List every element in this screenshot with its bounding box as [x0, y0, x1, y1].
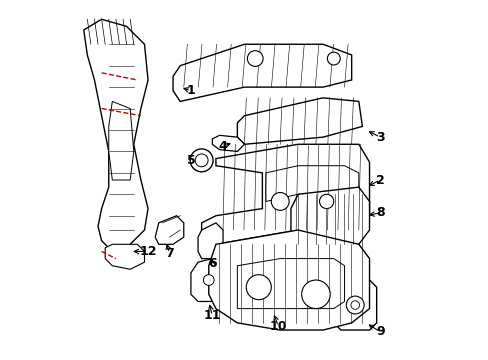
Polygon shape [208, 230, 369, 330]
Circle shape [203, 275, 214, 285]
Polygon shape [262, 280, 287, 316]
Circle shape [301, 280, 329, 309]
Text: 6: 6 [207, 257, 216, 270]
Polygon shape [237, 258, 344, 309]
Polygon shape [237, 98, 362, 144]
Text: 1: 1 [186, 84, 195, 97]
Circle shape [326, 52, 340, 65]
Circle shape [190, 149, 213, 172]
Polygon shape [265, 166, 358, 202]
Polygon shape [173, 44, 351, 102]
Text: 12: 12 [139, 245, 157, 258]
Circle shape [247, 51, 263, 66]
Text: 3: 3 [375, 131, 384, 144]
Polygon shape [333, 280, 376, 330]
Text: 8: 8 [375, 206, 384, 219]
Text: 9: 9 [375, 325, 384, 338]
Circle shape [346, 296, 364, 314]
Circle shape [350, 301, 359, 309]
Polygon shape [83, 19, 148, 251]
Polygon shape [290, 187, 369, 244]
Circle shape [319, 194, 333, 208]
Polygon shape [190, 258, 223, 301]
Text: 5: 5 [186, 154, 195, 167]
Polygon shape [155, 216, 183, 244]
Text: 11: 11 [203, 309, 221, 322]
Circle shape [271, 193, 288, 210]
Polygon shape [108, 102, 134, 180]
Polygon shape [198, 223, 223, 258]
Text: 10: 10 [269, 320, 286, 333]
Text: 4: 4 [218, 140, 227, 153]
Polygon shape [201, 144, 369, 244]
Circle shape [195, 154, 207, 167]
Circle shape [246, 275, 271, 300]
Polygon shape [212, 135, 244, 152]
Text: 2: 2 [375, 174, 384, 186]
Text: 7: 7 [165, 247, 174, 260]
Polygon shape [105, 244, 144, 269]
